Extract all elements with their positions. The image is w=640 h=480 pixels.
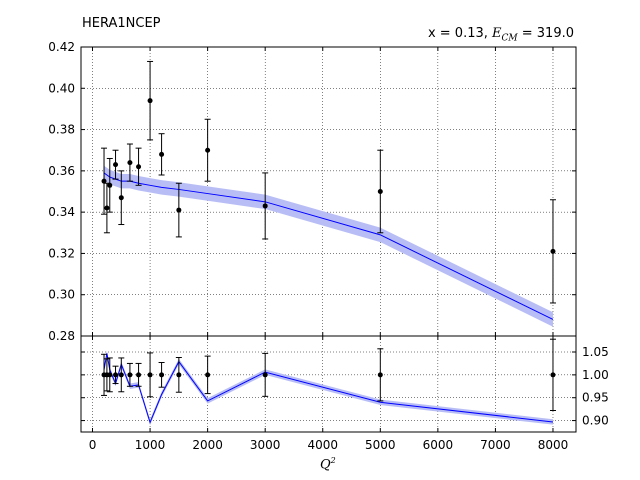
xtick-label: 1000	[135, 438, 166, 452]
main-data-point	[147, 60, 154, 141]
ratio-theory-band	[104, 350, 553, 426]
xtick-label: 5000	[365, 438, 396, 452]
ratio-marker	[262, 372, 268, 378]
ratio-data-point	[106, 357, 113, 393]
main-marker	[205, 147, 211, 153]
xtick-label: 4000	[307, 438, 338, 452]
main-ytick-label: 0.38	[48, 123, 75, 137]
main-data-point	[262, 172, 269, 240]
main-data-point	[106, 157, 113, 213]
main-theory-line	[103, 172, 554, 320]
ratio-data-point	[377, 348, 384, 402]
main-panel: 0.28 0.30 0.32 0.34 0.36 0.38 0.40 0.42	[48, 40, 577, 343]
ratio-marker	[113, 372, 119, 378]
ratio-marker	[107, 372, 113, 378]
kinematics-suffix: = 319.0	[517, 26, 574, 41]
chart-title: HERA1NCEP	[82, 16, 161, 31]
ratio-panel: 0.90 0.95 1.00 1.05 0 1000 2000 3000 4000 5000 600…	[80, 335, 609, 452]
kinematics-symbol: E	[492, 26, 502, 41]
main-data-point	[377, 149, 384, 234]
main-marker	[377, 189, 383, 194]
ratio-marker	[176, 372, 182, 378]
ratio-marker	[127, 372, 133, 378]
ratio-data-point	[126, 362, 133, 387]
main-marker	[159, 151, 165, 157]
ratio-ytick-label: 1.05	[582, 345, 609, 359]
main-data-point	[101, 147, 108, 215]
xtick-label: 0	[89, 438, 97, 452]
main-data-point	[549, 199, 556, 304]
ratio-marker	[159, 372, 165, 378]
main-marker	[127, 160, 133, 166]
ratio-marker	[136, 372, 142, 378]
ratio-frame	[80, 335, 577, 433]
main-marker	[104, 205, 110, 211]
ratio-data-point	[158, 362, 165, 388]
main-marker	[176, 207, 182, 213]
ratio-marker	[205, 372, 211, 378]
main-data-point	[175, 182, 182, 238]
main-ytick-label: 0.42	[48, 40, 75, 54]
main-data-point	[126, 143, 133, 182]
main-data-point	[204, 118, 211, 182]
main-data-point	[135, 147, 142, 186]
main-ytick-label: 0.28	[48, 329, 75, 343]
ratio-ytick-label: 1.00	[582, 368, 609, 382]
xtick-label: 8000	[538, 438, 569, 452]
main-data-point	[103, 182, 110, 234]
main-theory-band	[104, 165, 553, 327]
ratio-marker	[147, 372, 153, 378]
main-marker	[147, 98, 153, 104]
main-marker	[550, 248, 556, 254]
xtick-label: 7000	[480, 438, 511, 452]
ratio-marker	[550, 372, 556, 378]
kinematics-label: x = 0.13, ECM = 319.0	[428, 26, 574, 44]
main-marker	[136, 164, 142, 170]
ratio-data-point	[135, 362, 142, 387]
main-marker	[101, 178, 107, 184]
ratio-data-point	[112, 365, 119, 385]
ratio-data-point	[147, 352, 154, 398]
main-marker	[118, 195, 124, 201]
ratio-data-point	[549, 338, 556, 412]
main-ytick-label: 0.36	[48, 164, 75, 178]
ratio-theory-line	[103, 353, 554, 424]
ratio-ytick-label: 0.95	[582, 391, 609, 405]
ratio-ytick-label: 0.90	[582, 414, 609, 428]
xtick-label: 6000	[423, 438, 454, 452]
ratio-marker	[377, 372, 383, 378]
ratio-data-point	[204, 355, 211, 395]
main-ytick-label: 0.34	[48, 205, 75, 219]
x-axis-label-symbol: Q	[320, 457, 331, 473]
ratio-marker	[118, 372, 124, 378]
main-ytick-label: 0.40	[48, 81, 75, 95]
main-ytick-label: 0.32	[48, 246, 75, 260]
main-marker	[262, 203, 268, 209]
ratio-data-point	[175, 356, 182, 393]
main-data-point	[118, 170, 125, 226]
main-marker	[113, 162, 119, 168]
kinematics-subscript: CM	[501, 33, 518, 44]
main-marker	[107, 182, 113, 188]
x-axis-label-sup: 2	[330, 456, 336, 465]
kinematics-prefix: x = 0.13,	[427, 26, 493, 41]
x-axis-label: Q2	[320, 456, 336, 472]
main-data-point	[158, 133, 165, 176]
main-ytick-label: 0.30	[48, 288, 75, 302]
xtick-label: 3000	[250, 438, 281, 452]
ratio-data-point	[262, 352, 269, 397]
ratio-data-point	[118, 357, 125, 393]
xtick-label: 2000	[192, 438, 223, 452]
main-data-point	[112, 149, 119, 180]
